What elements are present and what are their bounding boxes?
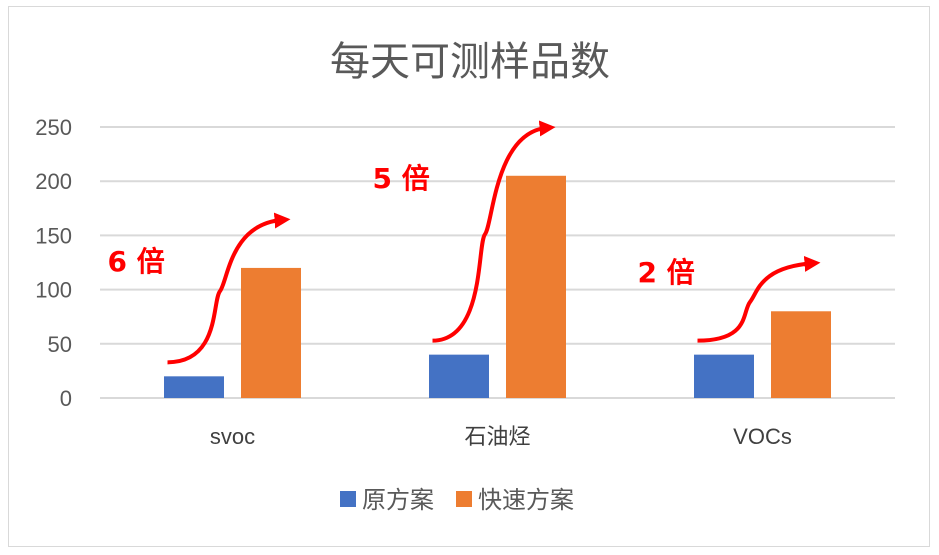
bar-original-0	[164, 376, 224, 398]
chart-title: 每天可测样品数	[330, 39, 610, 85]
legend-swatch	[456, 491, 472, 507]
y-tick-label: 50	[48, 332, 72, 357]
growth-arrow	[697, 255, 821, 343]
bar-fast-1	[506, 175, 566, 398]
legend-label: 原方案	[362, 486, 434, 514]
y-tick-label: 200	[35, 169, 72, 194]
legend-label: 快速方案	[478, 486, 574, 514]
bar-original-1	[429, 354, 489, 398]
growth-label: 6 倍	[108, 245, 165, 278]
legend-swatch	[340, 491, 356, 507]
bar-original-2	[694, 354, 754, 398]
y-tick-label: 0	[60, 386, 72, 411]
chart-frame	[8, 6, 930, 547]
growth-arrow	[432, 120, 556, 343]
y-tick-label: 150	[35, 223, 72, 248]
x-tick-label: VOCs	[733, 424, 792, 449]
growth-label: 5 倍	[373, 162, 430, 195]
growth-label: 2 倍	[638, 256, 695, 289]
y-tick-label: 250	[35, 115, 72, 140]
bar-fast-2	[771, 311, 831, 398]
y-tick-label: 100	[35, 278, 72, 303]
bar-fast-0	[241, 267, 301, 398]
x-tick-label: svoc	[210, 424, 255, 449]
growth-arrow	[167, 212, 291, 365]
x-tick-label: 石油烃	[464, 424, 530, 449]
